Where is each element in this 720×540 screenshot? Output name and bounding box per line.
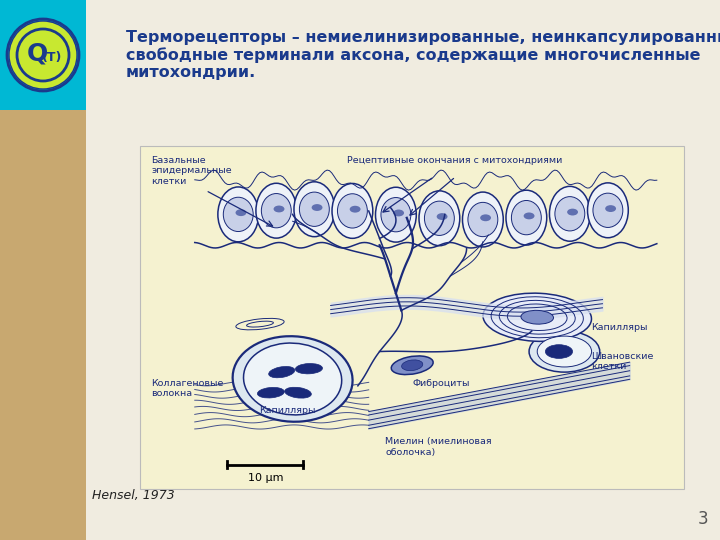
Circle shape: [274, 206, 284, 212]
Ellipse shape: [555, 197, 585, 231]
Text: Швановские
клетки: Швановские клетки: [592, 352, 654, 371]
Ellipse shape: [506, 190, 546, 245]
Ellipse shape: [521, 310, 554, 324]
Text: Терморецепторы – немиелинизированные, неинкапсулированные
свободные терминали ак: Терморецепторы – немиелинизированные, не…: [126, 30, 720, 80]
Circle shape: [235, 209, 246, 216]
Text: Капилляры: Капилляры: [592, 323, 648, 332]
Ellipse shape: [381, 198, 411, 232]
Ellipse shape: [468, 202, 498, 237]
Ellipse shape: [462, 192, 503, 247]
Text: (T): (T): [42, 51, 62, 64]
Circle shape: [312, 204, 323, 211]
Ellipse shape: [549, 186, 590, 241]
Ellipse shape: [256, 183, 297, 238]
Circle shape: [567, 208, 578, 215]
Text: Миелин (миелиновая
оболочка): Миелин (миелиновая оболочка): [385, 437, 492, 457]
Ellipse shape: [424, 201, 454, 235]
Ellipse shape: [223, 197, 253, 232]
Ellipse shape: [511, 200, 541, 235]
Ellipse shape: [391, 356, 433, 375]
Ellipse shape: [233, 336, 353, 422]
Circle shape: [480, 214, 491, 221]
Ellipse shape: [483, 293, 592, 341]
Ellipse shape: [419, 191, 460, 246]
Text: 10 μm: 10 μm: [248, 473, 283, 483]
Ellipse shape: [588, 183, 629, 238]
Ellipse shape: [332, 184, 373, 238]
Text: Капилляры: Капилляры: [259, 407, 315, 415]
Text: Базальные
эпидермальные
клетки: Базальные эпидермальные клетки: [151, 156, 232, 186]
Bar: [0, 0, 86, 540]
Circle shape: [350, 206, 361, 213]
Ellipse shape: [261, 193, 292, 228]
Ellipse shape: [284, 387, 311, 398]
Circle shape: [9, 21, 77, 89]
Text: Q: Q: [27, 42, 48, 66]
Circle shape: [523, 212, 534, 219]
Ellipse shape: [529, 331, 600, 372]
Ellipse shape: [537, 336, 592, 367]
Ellipse shape: [376, 187, 416, 242]
Bar: [0, 0, 86, 110]
Ellipse shape: [338, 194, 367, 228]
Ellipse shape: [545, 345, 572, 359]
Text: Рецептивные окончания с митохондриями: Рецептивные окончания с митохондриями: [347, 156, 562, 165]
Ellipse shape: [269, 367, 294, 378]
Ellipse shape: [243, 343, 342, 415]
Ellipse shape: [294, 182, 335, 237]
Text: Коллагеновые
волокна: Коллагеновые волокна: [151, 379, 224, 399]
Ellipse shape: [593, 193, 623, 227]
Circle shape: [393, 210, 404, 217]
Circle shape: [606, 205, 616, 212]
Ellipse shape: [300, 192, 329, 226]
Text: Hensel, 1973: Hensel, 1973: [92, 489, 175, 502]
Text: 3: 3: [698, 510, 708, 528]
Bar: [140, 146, 684, 489]
Ellipse shape: [295, 363, 323, 374]
Circle shape: [436, 213, 448, 220]
Text: Фиброциты: Фиброциты: [413, 379, 469, 388]
Ellipse shape: [258, 387, 284, 398]
Ellipse shape: [402, 360, 423, 370]
Ellipse shape: [218, 187, 258, 242]
